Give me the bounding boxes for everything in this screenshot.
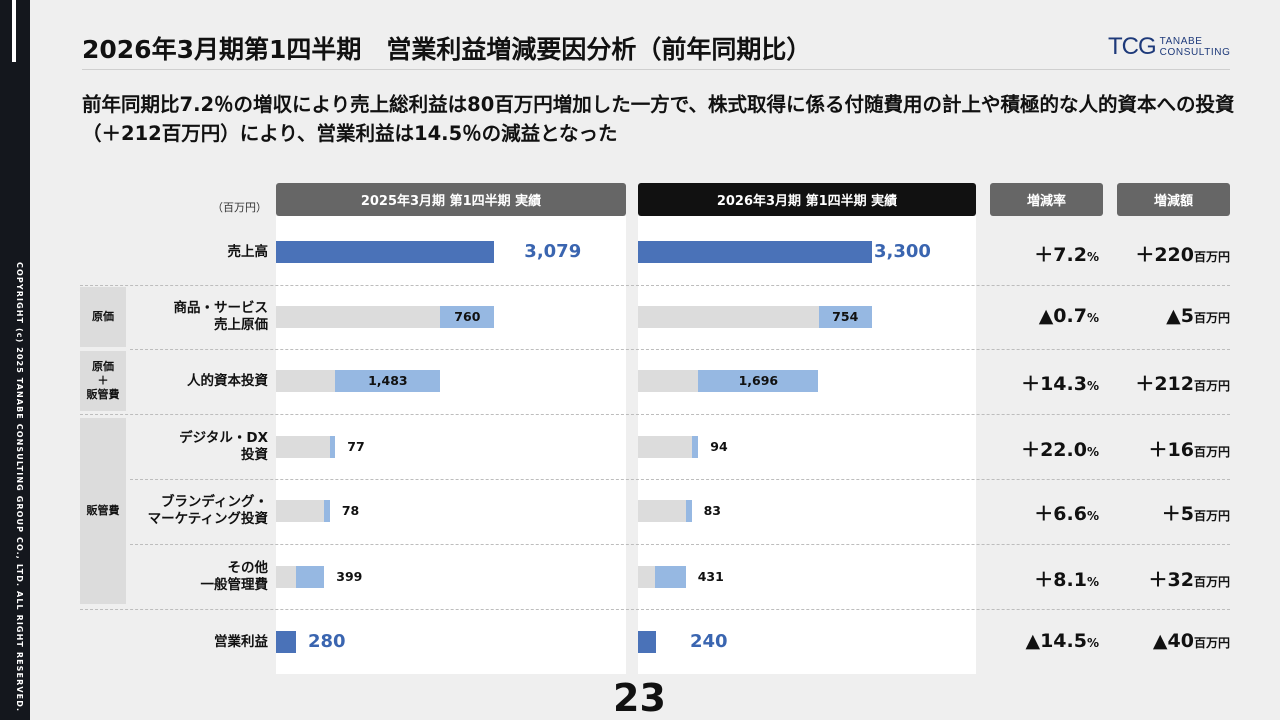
page-title: 2026年3月期第1四半期 営業利益増減要因分析（前年同期比） [82,35,812,64]
bar-value [638,631,656,653]
change-amount: ▲5百万円 [1166,305,1230,327]
change-rate: ＋7.2% [1034,244,1099,266]
bar-base [638,436,692,458]
bar-value-label: 280 [308,631,346,652]
change-rate: ▲14.5% [1025,630,1099,652]
bar-base [276,500,325,522]
change-amount: ＋220百万円 [1135,244,1230,266]
row-label: デジタル・DX 投資 [179,430,268,463]
row-label: ブランディング・ マーケティング投資 [147,494,268,527]
bar-value [818,306,872,328]
bar-value [329,436,336,458]
row-label: その他 一般管理費 [200,560,269,593]
unit-label: （百万円） [212,201,267,214]
bar-value-label: 78 [341,503,360,518]
bar-base [276,436,330,458]
row-label: 商品・サービス 売上原価 [173,300,269,333]
lead-text: 前年同期比7.2％の増収により売上総利益は80百万円増加した一方で、株式取得に係… [82,93,1235,145]
bar-value [295,566,325,588]
column-header-2026: 2026年3月期 第1四半期 実績 [638,183,976,216]
bar-value [638,241,872,263]
row-separator [130,349,1230,350]
bar-value-label: 3,300 [873,241,931,262]
row-label: 売上高 [227,243,269,260]
bar-value-label: 760 [454,309,481,324]
bar-value [335,370,441,392]
logo-text: TANABE CONSULTING [1160,36,1231,58]
column-header-change-rate: 増減率 [990,183,1103,216]
copyright-text: COPYRIGHT (c) 2025 TANABE CONSULTING GRO… [15,262,24,713]
bar-value-label: 754 [832,309,859,324]
bar-base [638,370,699,392]
bar-value-label: 94 [710,439,728,454]
change-rate: ＋22.0% [1021,439,1099,461]
bar-value-label: 399 [336,569,363,584]
change-amount: ＋32百万円 [1148,569,1230,591]
column-header-change-amount: 増減額 [1117,183,1230,216]
bar-value-label: 83 [703,503,721,518]
bar-value [324,500,330,522]
change-rate: ▲0.7% [1038,305,1099,327]
logo-line1: TANABE [1159,36,1203,47]
row-separator [80,285,1230,286]
bar-value [440,306,495,328]
group-label: 原価＋販管費 [80,351,126,411]
row-separator [80,414,1230,415]
row-separator [130,544,1230,545]
group-label: 販管費 [80,418,126,604]
change-amount: ＋16百万円 [1148,439,1230,461]
bar-base [638,306,819,328]
change-rate: ＋8.1% [1034,569,1099,591]
column-header-2025: 2025年3月期 第1四半期 実績 [276,183,626,216]
bar-value-label: 431 [697,569,724,584]
change-amount: ▲40百万円 [1152,630,1230,652]
bar-base [638,500,686,522]
bar-value [698,370,819,392]
sidebar: COPYRIGHT (c) 2025 TANABE CONSULTING GRO… [0,0,30,720]
change-amount: ＋212百万円 [1135,373,1230,395]
bar-value-label: 3,079 [524,241,582,262]
bar-value-label: 240 [690,631,728,652]
change-rate: ＋14.3% [1021,373,1099,395]
bar-base [276,566,296,588]
logo-line2: CONSULTING [1159,47,1231,58]
row-separator [130,479,1230,480]
sidebar-accent [12,0,16,62]
bar-value [685,500,692,522]
row-label: 人的資本投資 [187,372,268,389]
bar-value-label: 1,483 [368,373,408,388]
group-label: 原価 [80,287,126,347]
change-rate: ＋6.6% [1034,503,1099,525]
bar-value [276,631,296,653]
change-amount: ＋5百万円 [1161,503,1230,525]
title-rule [82,69,1230,70]
company-logo: TCG TANABE CONSULTING [1108,33,1231,60]
row-separator [80,609,1230,610]
bar-value-label: 77 [347,439,365,454]
logo-mark: TCG [1108,33,1157,60]
bar-base [276,370,336,392]
bar-value [655,566,686,588]
bar-base [638,566,656,588]
bar-value [691,436,699,458]
bar-value-label: 1,696 [738,373,779,388]
bar-base [276,306,441,328]
row-label: 営業利益 [214,633,268,650]
page-number: 23 [613,676,666,720]
bar-value [276,241,495,263]
